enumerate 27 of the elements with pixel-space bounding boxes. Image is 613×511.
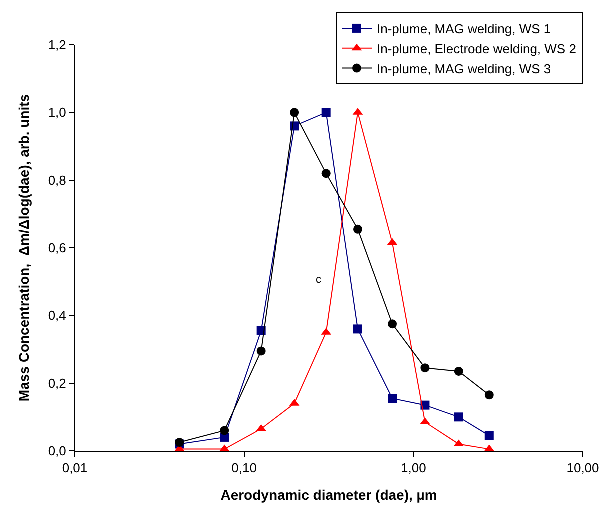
point: [454, 412, 464, 422]
point: [220, 426, 230, 436]
y-axis-title: Mass Concentration, Δm/Δlog(dae), arb. units: [16, 94, 32, 402]
legend-label: In-plume, Electrode welding, WS 2: [377, 41, 576, 56]
point: [388, 320, 398, 329]
y-tick-label: 0,6: [48, 240, 66, 256]
x-tick-label: 0,01: [62, 460, 88, 476]
y-tick-label: 0,4: [48, 308, 66, 324]
point: [420, 364, 430, 373]
x-tick-label: 1,00: [401, 460, 426, 476]
point: [322, 108, 331, 118]
x-axis-title: Aerodynamic diameter (dae), µm: [220, 486, 438, 503]
annotation: c: [316, 274, 322, 286]
point: [353, 324, 362, 334]
point: [454, 366, 464, 376]
legend-label: In-plume, MAG welding, WS 3: [377, 61, 552, 76]
y-tick-label: 1,0: [48, 105, 66, 120]
legend-label: In-plume, MAG welding, WS 1: [377, 22, 552, 37]
point: [322, 169, 331, 178]
point: [353, 224, 362, 234]
y-tick-label: 1,2: [48, 38, 66, 53]
y-tick-label: 0,8: [48, 172, 66, 188]
y-tick-label: 0,0: [48, 444, 66, 459]
point: [388, 394, 398, 404]
y-tick-label: 0,2: [48, 376, 66, 391]
x-tick-label: 10,00: [566, 460, 600, 476]
x-tick-label: 0,10: [232, 460, 257, 476]
